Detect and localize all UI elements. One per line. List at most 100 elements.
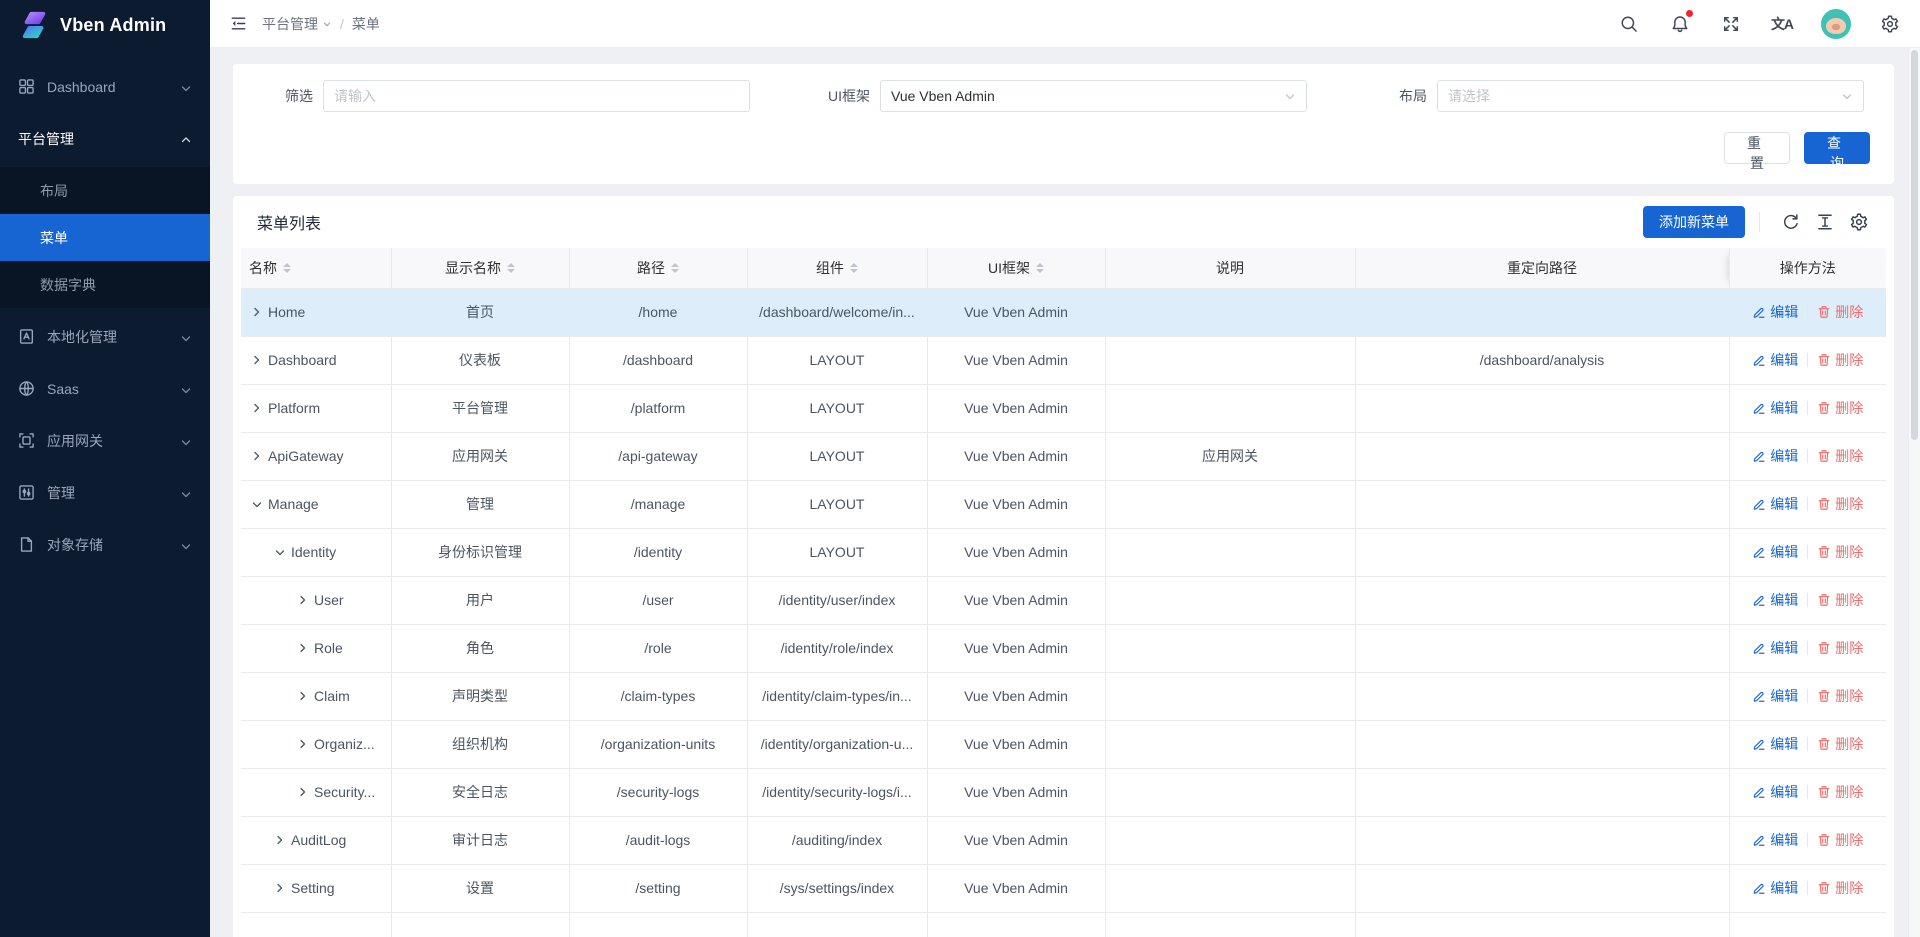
delete-row-button[interactable]: 删除 [1817,590,1863,610]
table-row[interactable]: Identity 身份标识管理 /identity LAYOUT Vue Vbe… [241,528,1886,577]
delete-row-button[interactable]: 删除 [1817,734,1863,754]
expand-row-icon[interactable] [251,354,263,366]
settings-button[interactable] [1878,12,1902,36]
avatar[interactable] [1821,8,1851,39]
action-divider [1807,305,1809,319]
filter-actions: 重置 查询 [257,132,1870,171]
column-header-3[interactable]: 组件 [747,248,928,289]
logo[interactable]: Vben Admin [0,0,210,50]
expand-row-icon[interactable] [274,882,286,894]
sidebar-item-9[interactable]: 对象存储 [0,521,210,568]
edit-row-button[interactable]: 编辑 [1752,350,1798,370]
expand-row-icon[interactable] [274,834,286,846]
edit-row-button[interactable]: 编辑 [1752,830,1798,850]
pencil-icon [1752,353,1766,367]
row-component: /sys/settings/index [747,864,928,913]
sidebar-item-6[interactable]: Saas [0,365,210,412]
edit-row-button[interactable]: 编辑 [1752,782,1798,802]
search-button[interactable]: 查询 [1804,132,1870,171]
table-row[interactable]: Dashboard 仪表板 /dashboard LAYOUT Vue Vben… [241,336,1886,385]
sidebar-item-0[interactable]: Dashboard [0,63,210,110]
table-row[interactable]: Claim 声明类型 /claim-types /identity/claim-… [241,672,1886,721]
table-row[interactable]: Home 首页 /home /dashboard/welcome/in... V… [241,288,1886,337]
table-row[interactable]: Security... 安全日志 /security-logs /identit… [241,768,1886,817]
sidebar-item-5[interactable]: 本地化管理 [0,313,210,360]
expand-row-icon[interactable] [297,786,309,798]
refresh-button[interactable] [1778,209,1804,235]
table-row[interactable] [241,912,1886,937]
row-actions: 编辑 删除 [1729,384,1886,433]
delete-row-button[interactable]: 删除 [1817,398,1863,418]
table-row[interactable]: ApiGateway 应用网关 /api-gateway LAYOUT Vue … [241,432,1886,481]
edit-row-button[interactable]: 编辑 [1752,734,1798,754]
expand-row-icon[interactable] [297,690,309,702]
expand-row-icon[interactable] [297,594,309,606]
delete-row-button[interactable]: 删除 [1817,542,1863,562]
reset-button[interactable]: 重置 [1724,132,1790,171]
delete-row-button[interactable]: 删除 [1817,446,1863,466]
row-component: /identity/organization-u... [747,720,928,769]
layout-select[interactable]: 请选择 [1437,80,1864,112]
delete-row-button[interactable]: 删除 [1817,830,1863,850]
delete-row-button[interactable]: 删除 [1817,878,1863,898]
column-header-0[interactable]: 名称 [241,248,392,289]
delete-row-button[interactable]: 删除 [1817,350,1863,370]
collapse-row-icon[interactable] [251,498,263,510]
table-settings-button[interactable] [1846,209,1872,235]
collapse-sidebar-button[interactable] [224,10,252,38]
column-header-2[interactable]: 路径 [569,248,748,289]
scrollbar-thumb[interactable] [1911,50,1918,440]
table-row[interactable]: User 用户 /user /identity/user/index Vue V… [241,576,1886,625]
delete-row-button[interactable]: 删除 [1817,782,1863,802]
edit-row-button[interactable]: 编辑 [1752,878,1798,898]
table-row[interactable]: Manage 管理 /manage LAYOUT Vue Vben Admin … [241,480,1886,529]
edit-row-button[interactable]: 编辑 [1752,590,1798,610]
expand-row-icon[interactable] [251,306,263,318]
table-row[interactable]: Setting 设置 /setting /sys/settings/index … [241,864,1886,913]
sidebar-item-2[interactable]: 布局 [0,167,210,214]
sort-icon [507,262,515,273]
column-header-1[interactable]: 显示名称 [391,248,570,289]
trash-icon [1817,401,1831,415]
row-description [1105,672,1356,721]
column-header-4[interactable]: UI框架 [927,248,1106,289]
row-display-name: 平台管理 [391,384,570,433]
expand-row-icon[interactable] [297,642,309,654]
table-row[interactable]: Role 角色 /role /identity/role/index Vue V… [241,624,1886,673]
sidebar-item-4[interactable]: 数据字典 [0,261,210,308]
delete-row-button[interactable]: 删除 [1817,494,1863,514]
ui-framework-select[interactable]: Vue Vben Admin [880,80,1307,112]
translate-icon[interactable]: 文A [1770,12,1794,36]
sidebar-item-7[interactable]: 应用网关 [0,417,210,464]
sidebar-item-3[interactable]: 菜单 [0,214,210,261]
table-row[interactable]: AuditLog 审计日志 /audit-logs /auditing/inde… [241,816,1886,865]
search-button[interactable] [1617,12,1641,36]
sidebar-item-8[interactable]: 管理 [0,469,210,516]
expand-row-icon[interactable] [251,402,263,414]
sidebar-item-1[interactable]: 平台管理 [0,115,210,162]
delete-row-button[interactable]: 删除 [1817,638,1863,658]
edit-row-button[interactable]: 编辑 [1752,638,1798,658]
breadcrumb-parent[interactable]: 平台管理 [262,15,318,32]
edit-row-button[interactable]: 编辑 [1752,302,1798,322]
delete-row-button[interactable]: 删除 [1817,302,1863,322]
edit-row-button[interactable]: 编辑 [1752,494,1798,514]
row-height-button[interactable] [1812,209,1838,235]
collapse-row-icon[interactable] [274,546,286,558]
expand-row-icon[interactable] [251,450,263,462]
table-toolbar-right: 添加新菜单 [1643,206,1876,238]
edit-row-button[interactable]: 编辑 [1752,398,1798,418]
edit-row-button[interactable]: 编辑 [1752,446,1798,466]
table-row[interactable]: Platform 平台管理 /platform LAYOUT Vue Vben … [241,384,1886,433]
table-row[interactable]: Organiz... 组织机构 /organization-units /ide… [241,720,1886,769]
edit-row-button[interactable]: 编辑 [1752,686,1798,706]
filter-input[interactable]: 请输入 [323,80,750,112]
row-redirect [1355,720,1730,769]
row-actions: 编辑 删除 [1729,480,1886,529]
delete-row-button[interactable]: 删除 [1817,686,1863,706]
notifications-button[interactable] [1668,9,1693,36]
expand-row-icon[interactable] [297,738,309,750]
fullscreen-button[interactable] [1719,12,1743,36]
edit-row-button[interactable]: 编辑 [1752,542,1798,562]
add-menu-button[interactable]: 添加新菜单 [1643,206,1745,238]
